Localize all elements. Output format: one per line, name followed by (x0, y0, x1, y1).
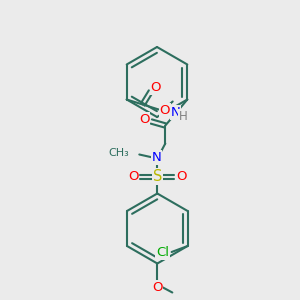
Text: N: N (170, 106, 180, 119)
Text: O: O (159, 104, 170, 117)
Text: O: O (139, 113, 150, 126)
Text: O: O (176, 170, 187, 183)
Text: O: O (150, 81, 161, 94)
Text: CH₃: CH₃ (109, 148, 129, 158)
Text: Cl: Cl (156, 247, 169, 260)
Text: H: H (179, 110, 188, 123)
Text: O: O (128, 170, 139, 183)
Text: S: S (153, 169, 162, 184)
Text: O: O (152, 281, 163, 294)
Text: N: N (152, 151, 161, 164)
